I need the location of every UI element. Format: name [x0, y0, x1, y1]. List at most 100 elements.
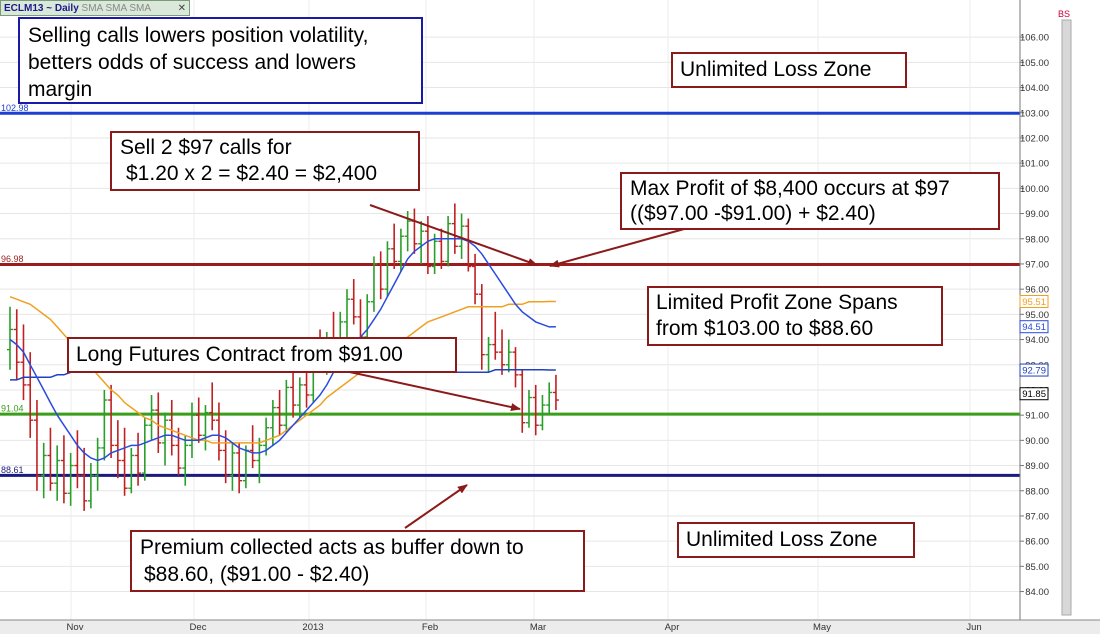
ohlc-bar	[296, 377, 303, 418]
price-tick-label: 100.00	[1020, 184, 1049, 195]
ohlc-bar	[135, 432, 142, 486]
price-tag-box	[1019, 363, 1049, 377]
note-premium-line2: $88.60, ($91.00 - $2.40)	[144, 563, 370, 586]
ohlc-bar	[276, 389, 283, 436]
ohlc-bar	[229, 442, 236, 491]
note-unlimited-loss-top: Unlimited Loss Zone	[671, 52, 907, 88]
level-label: 102.98	[1, 103, 29, 113]
ohlc-bar	[283, 379, 290, 433]
note-long-futures: Long Futures Contract from $91.00	[67, 337, 457, 373]
note-premium: Premium collected acts as buffer down to…	[130, 530, 585, 592]
indicator-list: SMA SMA SMA	[81, 3, 152, 14]
ohlc-bar	[472, 253, 479, 305]
price-tick-label: 90.00	[1025, 436, 1049, 447]
ohlc-bar	[202, 405, 209, 451]
ohlc-bar	[552, 374, 559, 411]
ohlc-bar	[168, 400, 175, 456]
price-tag: 94.51	[1019, 320, 1049, 334]
ohlc-bar	[485, 337, 492, 373]
ohlc-bar	[128, 447, 135, 494]
ohlc-bar	[60, 435, 67, 504]
price-tick-label: 104.00	[1020, 83, 1049, 94]
ohlc-bar	[141, 417, 148, 481]
ohlc-bar	[121, 427, 128, 496]
horizontal-levels: 102.98 96.98 91.04 88.61	[0, 103, 1020, 477]
ohlc-bar	[175, 427, 182, 476]
ohlc-bar	[458, 213, 465, 259]
time-axis-label: Dec	[190, 622, 207, 633]
ohlc-bar	[20, 324, 27, 401]
price-tick-label: 86.00	[1025, 537, 1049, 548]
corner-label: BS	[1058, 9, 1071, 19]
ohlc-bar	[519, 369, 526, 433]
ohlc-bar	[7, 306, 13, 370]
ohlc-bar	[87, 463, 94, 509]
ohlc-bar	[101, 389, 108, 461]
price-tick-label: 101.00	[1020, 159, 1049, 170]
ohlc-bar	[81, 447, 88, 511]
ohlc-bar	[67, 452, 74, 506]
ohlc-bar	[148, 394, 155, 441]
price-tag-box	[1019, 294, 1049, 308]
close-icon[interactable]: ✕	[177, 3, 186, 14]
ohlc-bar	[431, 233, 438, 275]
ohlc-bar	[505, 339, 512, 373]
time-axis-band	[0, 620, 1100, 634]
sma-long-line	[9, 295, 556, 444]
note-limited-profit-line2: from $103.00 to $88.60	[656, 317, 874, 340]
time-axis-label: 2013	[302, 622, 323, 633]
price-tick-label: 88.00	[1025, 486, 1049, 497]
price-tick-label: 98.00	[1025, 234, 1049, 245]
note-max-profit-line1: Max Profit of $8,400 occurs at $97	[630, 177, 950, 200]
price-tag-label: 94.51	[1022, 322, 1046, 333]
annotation-arrow	[369, 204, 538, 266]
price-tick-label: 96.00	[1025, 285, 1049, 296]
note-unlimited-loss-bottom-text: Unlimited Loss Zone	[686, 528, 878, 551]
note-max-profit: Max Profit of $8,400 occurs at $97 (($97…	[620, 172, 1000, 230]
price-tick-label: 87.00	[1025, 511, 1049, 522]
ohlc-bar	[397, 228, 404, 272]
ohlc-bar	[256, 437, 263, 484]
note-selling-calls: Selling calls lowers position volatility…	[18, 17, 423, 104]
ohlc-bar	[155, 392, 162, 453]
note-sell-calls: Sell 2 $97 calls for $1.20 x 2 = $2.40 =…	[110, 131, 420, 191]
symbol-tab[interactable]: ECLM13 ~ Daily SMA SMA SMA ✕	[0, 0, 190, 16]
ohlc-bar	[492, 311, 499, 360]
ohlc-bar	[525, 389, 532, 428]
ohlc-bar	[539, 394, 546, 431]
price-tick-label: 105.00	[1020, 58, 1049, 69]
price-tag-label: 95.51	[1022, 297, 1046, 308]
price-tick-label: 97.00	[1025, 259, 1049, 270]
ohlc-bar	[94, 437, 101, 491]
price-tick-label: 85.00	[1025, 562, 1049, 573]
ohlc-bar	[499, 329, 506, 375]
level-label: 88.61	[1, 465, 24, 475]
ohlc-bar	[344, 289, 350, 338]
note-selling-calls-text: Selling calls lowers position volatility…	[28, 24, 369, 101]
note-sell-calls-line1: Sell 2 $97 calls for	[120, 136, 292, 159]
ohlc-bar	[195, 397, 202, 443]
ohlc-bar	[512, 347, 519, 388]
price-tag: 92.79	[1019, 363, 1049, 377]
ohlc-bar	[290, 372, 297, 418]
ohlc-bar	[188, 402, 195, 458]
ohlc-bar	[478, 284, 485, 370]
ohlc-bar	[114, 420, 121, 479]
price-tag: 91.85	[1019, 387, 1049, 401]
ohlc-bar	[209, 382, 216, 431]
ohlc-bar	[377, 251, 384, 300]
ohlc-bar	[445, 216, 452, 267]
note-unlimited-loss-bottom: Unlimited Loss Zone	[677, 522, 915, 558]
ohlc-bar	[108, 384, 115, 458]
ohlc-bar	[391, 223, 398, 269]
time-axis-label: Apr	[665, 622, 680, 633]
ohlc-bar	[33, 400, 40, 491]
level-label: 96.98	[1, 254, 24, 264]
price-tick-label: 106.00	[1020, 33, 1049, 44]
note-sell-calls-line2: $1.20 x 2 = $2.40 = $2,400	[126, 162, 378, 185]
annotation-arrows	[344, 204, 696, 529]
ohlc-bar	[236, 442, 243, 494]
ohlc-bar	[40, 442, 47, 499]
scrollbar-track	[1061, 19, 1072, 616]
